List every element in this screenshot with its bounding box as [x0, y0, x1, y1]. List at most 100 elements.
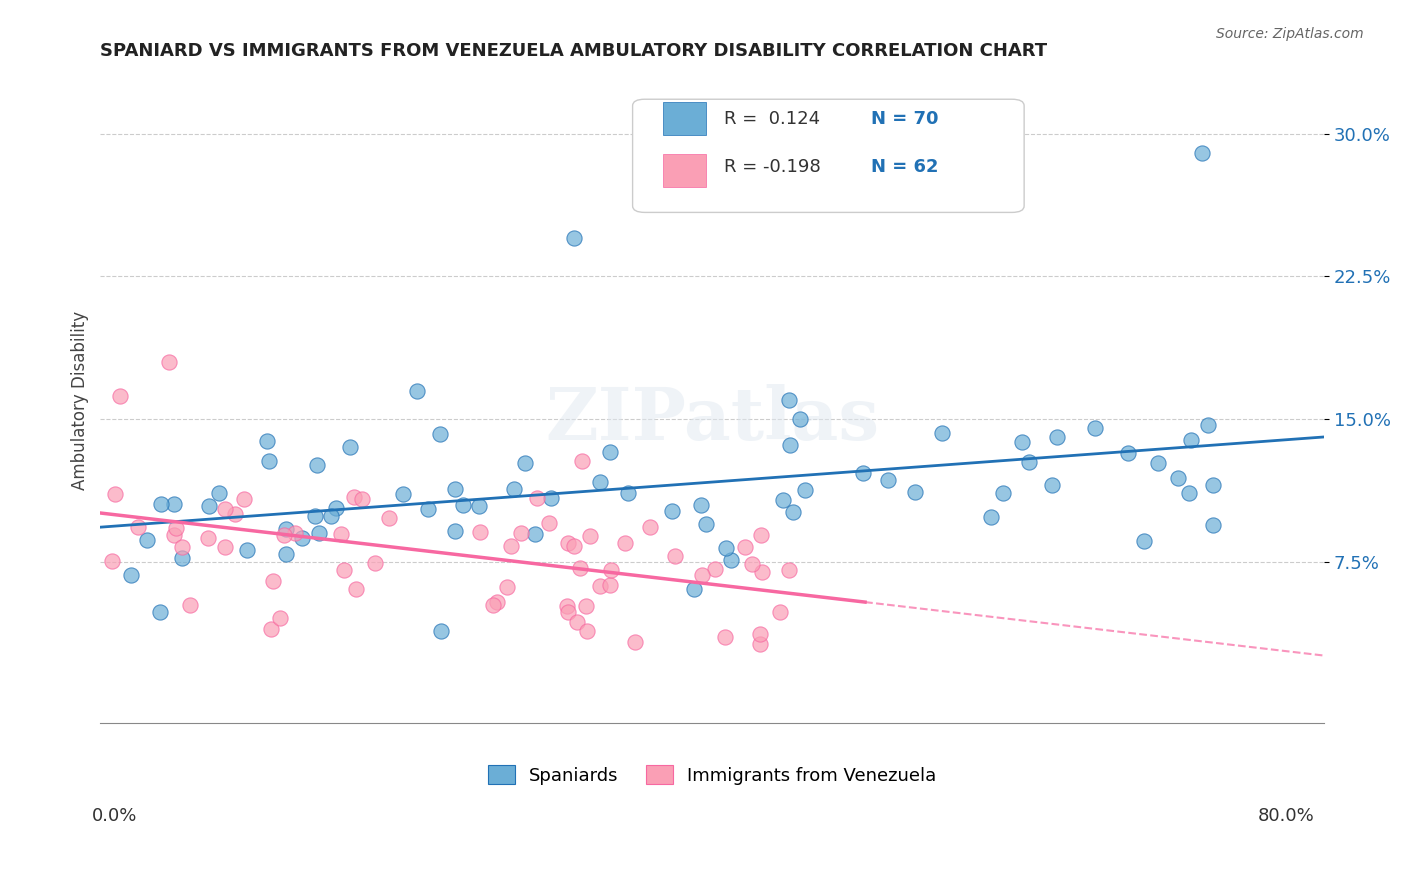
Text: 80.0%: 80.0%: [1258, 807, 1315, 825]
Point: [120, 567, 142, 582]
Point: [148, 605, 170, 619]
Point: [589, 475, 612, 489]
Point: [794, 483, 817, 498]
Point: [1178, 486, 1201, 500]
Point: [575, 599, 598, 613]
Point: [779, 438, 801, 452]
Point: [451, 498, 474, 512]
Point: [565, 615, 588, 629]
Point: [1191, 145, 1213, 160]
Point: [683, 582, 706, 596]
Point: [1197, 417, 1219, 432]
Point: [741, 557, 763, 571]
Legend: Spaniards, Immigrants from Venezuela: Spaniards, Immigrants from Venezuela: [481, 758, 943, 792]
Point: [748, 636, 770, 650]
Point: [1180, 434, 1202, 448]
Point: [291, 531, 314, 545]
Point: [714, 630, 737, 644]
Point: [599, 564, 621, 578]
Point: [734, 540, 756, 554]
Point: [304, 509, 326, 524]
Point: [321, 508, 343, 523]
Text: N = 62: N = 62: [872, 158, 939, 176]
Point: [690, 568, 713, 582]
Point: [589, 579, 612, 593]
Point: [330, 527, 353, 541]
Point: [260, 623, 283, 637]
Point: [481, 598, 503, 612]
Point: [1084, 421, 1107, 435]
Point: [509, 526, 531, 541]
Point: [778, 563, 800, 577]
Point: [172, 551, 194, 566]
Point: [537, 516, 560, 530]
Point: [170, 540, 193, 554]
Point: [778, 392, 800, 407]
Point: [198, 499, 221, 513]
Point: [339, 440, 361, 454]
Point: [751, 566, 773, 580]
Point: [163, 497, 186, 511]
Point: [720, 552, 742, 566]
Point: [789, 411, 811, 425]
Point: [495, 580, 517, 594]
Point: [571, 454, 593, 468]
FancyBboxPatch shape: [633, 99, 1024, 212]
Point: [640, 519, 662, 533]
Point: [579, 529, 602, 543]
Point: [325, 500, 347, 515]
Point: [782, 505, 804, 519]
Point: [661, 504, 683, 518]
Point: [430, 624, 453, 639]
Point: [157, 355, 180, 369]
Point: [1167, 470, 1189, 484]
FancyBboxPatch shape: [664, 103, 706, 135]
Point: [557, 599, 579, 613]
Point: [344, 582, 367, 597]
Point: [273, 527, 295, 541]
Point: [444, 524, 467, 538]
Point: [614, 536, 637, 550]
Point: [526, 491, 548, 505]
Point: [333, 563, 356, 577]
Point: [1040, 478, 1063, 492]
Point: [224, 507, 246, 521]
Point: [716, 541, 738, 555]
Point: [616, 486, 638, 500]
Point: [468, 524, 491, 539]
Point: [486, 595, 509, 609]
Point: [429, 426, 451, 441]
Point: [208, 486, 231, 500]
Point: [416, 502, 439, 516]
Point: [179, 598, 201, 612]
Point: [769, 606, 792, 620]
Point: [378, 511, 401, 525]
Point: [467, 499, 489, 513]
Point: [503, 482, 526, 496]
Point: [749, 528, 772, 542]
Point: [523, 527, 546, 541]
Point: [772, 493, 794, 508]
Point: [232, 491, 254, 506]
Text: SPANIARD VS IMMIGRANTS FROM VENEZUELA AMBULATORY DISABILITY CORRELATION CHART: SPANIARD VS IMMIGRANTS FROM VENEZUELA AM…: [100, 42, 1047, 60]
Point: [149, 497, 172, 511]
Point: [443, 482, 465, 496]
Point: [564, 231, 586, 245]
FancyBboxPatch shape: [664, 154, 706, 186]
Point: [876, 473, 898, 487]
Point: [269, 611, 291, 625]
Point: [262, 574, 284, 589]
Point: [214, 541, 236, 555]
Point: [308, 525, 330, 540]
Point: [576, 624, 599, 639]
Point: [991, 486, 1014, 500]
Point: [1011, 435, 1033, 450]
Point: [127, 519, 149, 533]
Point: [1147, 456, 1170, 470]
Point: [1202, 518, 1225, 533]
Text: N = 70: N = 70: [872, 110, 939, 128]
Y-axis label: Ambulatory Disability: Ambulatory Disability: [72, 310, 89, 490]
Point: [540, 491, 562, 506]
Point: [392, 487, 415, 501]
Point: [1116, 446, 1139, 460]
